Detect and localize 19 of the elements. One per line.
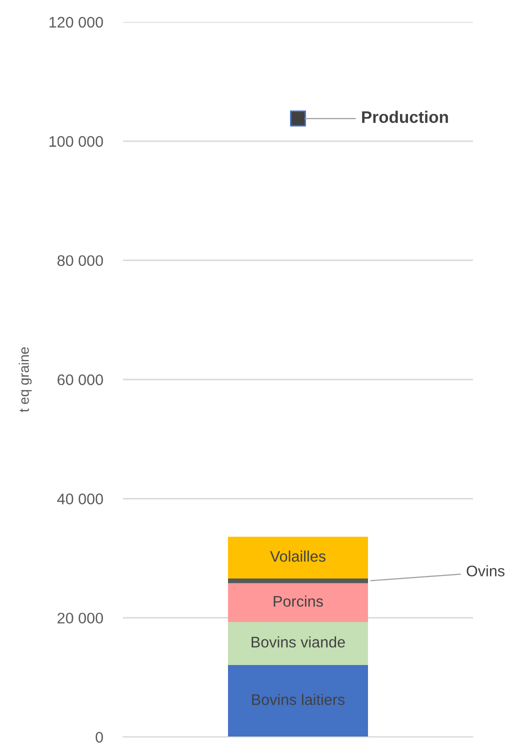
y-tick-label: 0 (96, 732, 103, 743)
bar (228, 583, 368, 622)
y-tick-label: 120 000 (50, 16, 103, 28)
y-tick-label: 40 000 (57, 494, 103, 504)
text: Ovins (466, 565, 504, 576)
bar (228, 622, 368, 665)
series-label: Porcins (274, 596, 323, 607)
y-axis-title: t eq graine (18, 347, 32, 412)
bar (228, 536, 368, 579)
series-label: Bovins laitiers (252, 694, 345, 706)
y-tick-label: 80 000 (57, 255, 103, 266)
y-tick-label: 100 000 (50, 136, 103, 147)
text: Production (362, 110, 448, 123)
y-tick-label: 20 000 (58, 612, 103, 624)
y-tick-label: 60 000 (58, 374, 103, 386)
bar (228, 664, 368, 737)
series-label: Volailles (270, 550, 326, 562)
series-label: Bovins viande (252, 636, 345, 648)
bar (228, 578, 368, 584)
